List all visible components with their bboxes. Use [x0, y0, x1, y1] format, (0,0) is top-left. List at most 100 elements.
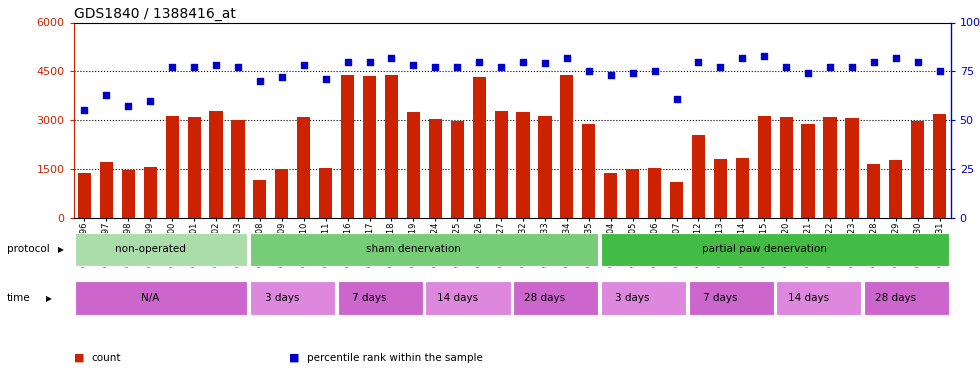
- Bar: [758, 116, 771, 218]
- Point: [121, 104, 136, 110]
- Bar: [689, 281, 773, 315]
- Text: ■: ■: [74, 353, 84, 363]
- Text: 7 days: 7 days: [352, 293, 387, 303]
- Bar: [601, 281, 686, 315]
- Text: 3 days: 3 days: [265, 293, 299, 303]
- Bar: [74, 232, 247, 266]
- Point: [888, 55, 904, 61]
- Text: non-operated: non-operated: [115, 244, 185, 254]
- Point: [822, 64, 838, 70]
- Point: [647, 68, 662, 74]
- Bar: [187, 117, 201, 218]
- Point: [537, 60, 553, 66]
- Bar: [692, 135, 705, 218]
- Point: [559, 55, 574, 61]
- Bar: [911, 121, 924, 218]
- Bar: [407, 112, 420, 218]
- Bar: [626, 169, 639, 217]
- Point: [734, 55, 750, 61]
- Point: [208, 62, 223, 68]
- Bar: [601, 232, 949, 266]
- Bar: [385, 75, 398, 217]
- Text: ■: ■: [289, 353, 300, 363]
- Bar: [74, 281, 247, 315]
- Bar: [933, 114, 947, 218]
- Bar: [648, 168, 662, 217]
- Point: [427, 64, 443, 70]
- Bar: [231, 120, 245, 218]
- Point: [581, 68, 597, 74]
- Point: [757, 53, 772, 58]
- Bar: [538, 116, 552, 218]
- Bar: [250, 281, 335, 315]
- Text: protocol: protocol: [7, 244, 50, 254]
- Text: count: count: [91, 353, 121, 363]
- Bar: [275, 170, 288, 217]
- Point: [625, 70, 641, 76]
- Bar: [779, 117, 793, 218]
- Point: [515, 58, 531, 64]
- Bar: [297, 117, 311, 218]
- Bar: [736, 158, 749, 218]
- Point: [76, 107, 92, 113]
- Point: [406, 62, 421, 68]
- Bar: [561, 75, 573, 217]
- Text: percentile rank within the sample: percentile rank within the sample: [307, 353, 482, 363]
- Text: N/A: N/A: [141, 293, 160, 303]
- Point: [142, 98, 158, 104]
- Bar: [100, 162, 113, 218]
- Bar: [889, 160, 903, 218]
- Point: [668, 96, 684, 102]
- Bar: [846, 118, 858, 218]
- Point: [691, 58, 707, 64]
- Point: [471, 58, 487, 64]
- Bar: [122, 170, 135, 217]
- Bar: [428, 119, 442, 218]
- Point: [603, 72, 618, 78]
- Bar: [495, 111, 508, 218]
- Text: 14 days: 14 days: [437, 293, 478, 303]
- Bar: [713, 159, 727, 218]
- Text: ▶: ▶: [58, 245, 64, 254]
- Bar: [472, 77, 486, 218]
- Point: [909, 58, 925, 64]
- Bar: [582, 124, 596, 218]
- Text: GDS1840 / 1388416_at: GDS1840 / 1388416_at: [74, 8, 235, 21]
- Text: time: time: [7, 293, 30, 303]
- Point: [866, 58, 882, 64]
- Point: [801, 70, 816, 76]
- Bar: [77, 172, 91, 217]
- Bar: [802, 124, 814, 218]
- Bar: [144, 168, 157, 217]
- Point: [99, 92, 115, 98]
- Text: 28 days: 28 days: [875, 293, 916, 303]
- Bar: [363, 76, 376, 218]
- Point: [274, 74, 290, 80]
- Text: 7 days: 7 days: [703, 293, 738, 303]
- Point: [296, 62, 312, 68]
- Bar: [776, 281, 861, 315]
- Bar: [319, 168, 332, 217]
- Point: [186, 64, 202, 70]
- Point: [318, 76, 333, 82]
- Point: [383, 55, 399, 61]
- Text: 14 days: 14 days: [788, 293, 829, 303]
- Bar: [823, 117, 837, 218]
- Point: [230, 64, 246, 70]
- Point: [450, 64, 465, 70]
- Text: 3 days: 3 days: [615, 293, 650, 303]
- Text: 28 days: 28 days: [524, 293, 565, 303]
- Bar: [338, 281, 422, 315]
- Bar: [250, 232, 598, 266]
- Point: [340, 58, 356, 64]
- Bar: [867, 164, 880, 218]
- Point: [493, 64, 509, 70]
- Bar: [166, 116, 178, 218]
- Bar: [425, 281, 511, 315]
- Bar: [670, 182, 683, 218]
- Point: [712, 64, 728, 70]
- Point: [252, 78, 268, 84]
- Bar: [341, 75, 354, 217]
- Point: [362, 58, 377, 64]
- Bar: [451, 121, 464, 218]
